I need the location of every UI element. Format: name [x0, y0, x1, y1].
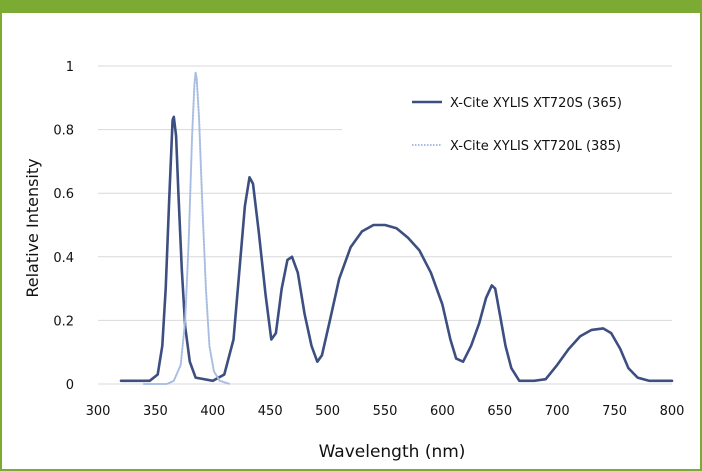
x-tick-label: 650	[487, 404, 512, 419]
x-tick-label: 750	[602, 404, 627, 419]
x-tick-label: 300	[86, 404, 111, 419]
y-axis-ticks: 0 0.2 0.4 0.6 0.8 1	[53, 60, 74, 393]
x-axis-ticks: 300 350 400 450 500 550 600 650 700 750 800	[86, 404, 685, 419]
y-tick-label: 0.4	[53, 251, 74, 266]
x-tick-label: 550	[373, 404, 398, 419]
gridlines	[98, 65, 672, 385]
series-line-385	[142, 71, 231, 385]
x-axis-label: Wavelength (nm)	[319, 442, 466, 462]
legend-label-385: X-Cite XYLIS XT720L (385)	[450, 139, 621, 154]
y-tick-label: 0.2	[53, 314, 74, 329]
y-tick-label: 0	[66, 378, 74, 393]
y-axis-label: Relative Intensity	[23, 158, 42, 297]
series-line-365	[119, 115, 674, 383]
x-tick-label: 350	[143, 404, 168, 419]
header-bar	[0, 0, 702, 13]
legend-box	[342, 84, 672, 170]
y-tick-label: 0.8	[53, 124, 74, 139]
x-tick-label: 400	[200, 404, 225, 419]
legend-label-365: X-Cite XYLIS XT720S (365)	[450, 96, 622, 111]
y-tick-label: 1	[66, 60, 74, 75]
x-tick-label: 600	[430, 404, 455, 419]
y-tick-label: 0.6	[53, 187, 74, 202]
x-tick-label: 700	[545, 404, 570, 419]
x-tick-label: 450	[258, 404, 283, 419]
series-lines	[119, 71, 674, 385]
legend: X-Cite XYLIS XT720S (365) X-Cite XYLIS X…	[342, 84, 672, 170]
x-tick-label: 500	[315, 404, 340, 419]
x-tick-label: 800	[660, 404, 685, 419]
